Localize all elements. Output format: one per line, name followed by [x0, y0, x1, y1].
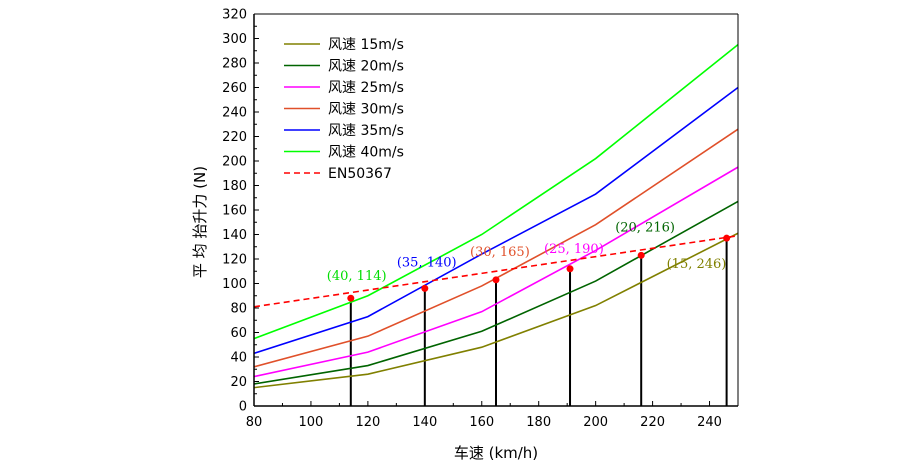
x-tick-label-4: 160 — [469, 415, 494, 430]
x-tick-label-2: 120 — [355, 415, 380, 430]
legend-label-0: 风速 15m/s — [328, 37, 404, 53]
intersection-label-3: (25, 190) — [544, 242, 604, 257]
intersection-label-2: (30, 165) — [470, 245, 530, 260]
y-tick-label-3: 60 — [230, 326, 247, 341]
y-tick-label-6: 120 — [222, 253, 247, 268]
y-tick-label-12: 240 — [222, 106, 247, 121]
legend-label-3: 风速 30m/s — [328, 102, 404, 118]
series-line-0 — [253, 232, 739, 389]
intersection-label-1: (35, 140) — [397, 255, 457, 270]
y-tick-label-9: 180 — [222, 179, 247, 194]
y-tick-label-13: 260 — [222, 81, 247, 96]
y-tick-label-16: 320 — [222, 8, 247, 23]
intersection-label-4: (20, 216) — [615, 220, 675, 235]
x-tick-label-1: 100 — [299, 415, 324, 430]
y-axis-title: 平 均 抬升力 (N) — [191, 166, 209, 278]
y-tick-label-4: 80 — [230, 302, 247, 317]
legend-label-1: 风速 20m/s — [328, 59, 404, 75]
series-line-2 — [253, 166, 739, 378]
y-tick-label-0: 0 — [239, 400, 247, 415]
annotations: (40, 114) (35, 140) (30, 165) (25, 190) (20,… — [327, 220, 731, 302]
intersection-label-0: (40, 114) — [327, 269, 387, 284]
legend-label-reference: EN50367 — [328, 166, 392, 182]
x-axis-title: 车速 (km/h) — [454, 444, 538, 462]
series-line-5 — [253, 44, 739, 340]
x-tick-label-3: 140 — [412, 415, 437, 430]
legend-label-4: 风速 35m/s — [328, 123, 404, 139]
intersection-point-4 — [637, 251, 645, 259]
y-tick-label-5: 100 — [222, 277, 247, 292]
y-tick-label-1: 20 — [230, 375, 247, 390]
y-tick-label-10: 200 — [222, 155, 247, 170]
y-tick-label-11: 220 — [222, 130, 247, 145]
reference-line-en50367 — [253, 234, 739, 308]
plot-area — [253, 44, 739, 406]
y-tick-label-14: 280 — [222, 57, 247, 72]
y-tick-label-15: 300 — [222, 32, 247, 47]
x-tick-label-6: 200 — [583, 415, 608, 430]
intersection-label-5: (15, 246) — [667, 257, 727, 272]
intersection-point-3 — [566, 265, 574, 273]
x-tick-label-8: 240 — [697, 415, 722, 430]
legend: 风速 15m/s 风速 20m/s 风速 25m/s 风速 30m/s 风速 35m/s… — [284, 37, 404, 182]
series-line-4 — [253, 86, 739, 355]
y-tick-label-7: 140 — [222, 228, 247, 243]
x-tick-label-0: 80 — [246, 415, 263, 430]
y-tick-label-2: 40 — [230, 351, 247, 366]
y-tick-label-8: 160 — [222, 204, 247, 219]
intersection-point-2 — [492, 276, 500, 284]
legend-label-5: 风速 40m/s — [328, 145, 404, 161]
intersection-point-1 — [421, 284, 429, 292]
x-tick-label-5: 180 — [526, 415, 551, 430]
series-line-3 — [253, 128, 739, 368]
axes: 0 20 40 60 80 100 120 140 160 180 200 220 240 260 280 3… — [222, 8, 739, 430]
x-tick-label-7: 220 — [640, 415, 665, 430]
intersection-point-0 — [347, 294, 355, 302]
intersection-point-5 — [723, 234, 731, 242]
legend-label-2: 风速 25m/s — [328, 80, 404, 96]
